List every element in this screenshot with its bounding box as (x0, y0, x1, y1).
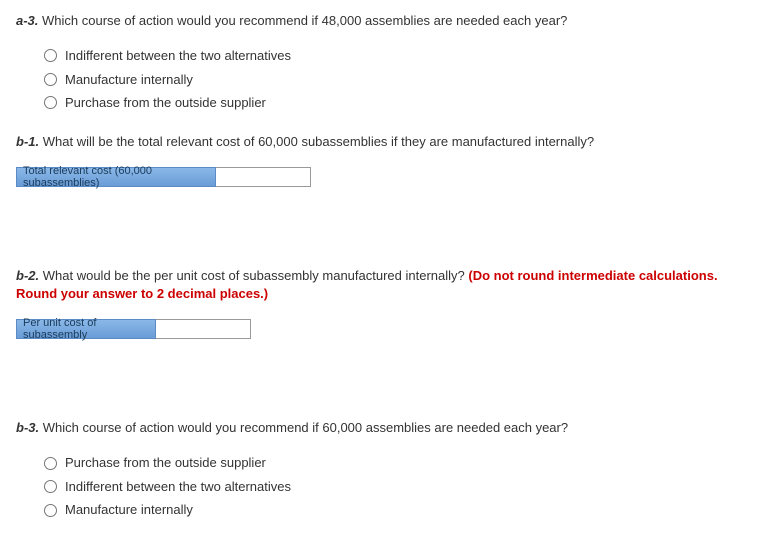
radio-option[interactable]: Purchase from the outside supplier (44, 453, 752, 473)
question-b3-prompt: b-3. Which course of action would you re… (16, 419, 752, 437)
question-b1-text: What will be the total relevant cost of … (43, 134, 594, 149)
radio-b3-0[interactable] (44, 457, 57, 470)
question-b3: b-3. Which course of action would you re… (16, 419, 752, 520)
question-b3-options: Purchase from the outside supplier Indif… (16, 453, 752, 520)
question-b2-text: What would be the per unit cost of subas… (43, 268, 469, 283)
question-a3-text: Which course of action would you recomme… (42, 13, 567, 28)
radio-a3-2[interactable] (44, 96, 57, 109)
question-b1-prompt: b-1. What will be the total relevant cos… (16, 133, 752, 151)
answer-row-b2: Per unit cost of subassembly (16, 319, 752, 339)
radio-label: Purchase from the outside supplier (65, 453, 266, 473)
answer-input-b2[interactable] (156, 319, 251, 339)
radio-option[interactable]: Indifferent between the two alternatives (44, 46, 752, 66)
radio-label: Manufacture internally (65, 500, 193, 520)
question-a3-options: Indifferent between the two alternatives… (16, 46, 752, 113)
radio-option[interactable]: Purchase from the outside supplier (44, 93, 752, 113)
radio-b3-2[interactable] (44, 504, 57, 517)
question-a3-prompt: a-3. Which course of action would you re… (16, 12, 752, 30)
radio-label: Indifferent between the two alternatives (65, 477, 291, 497)
radio-option[interactable]: Indifferent between the two alternatives (44, 477, 752, 497)
radio-a3-0[interactable] (44, 49, 57, 62)
radio-b3-1[interactable] (44, 480, 57, 493)
question-b2-id: b-2. (16, 268, 39, 283)
answer-label-b1: Total relevant cost (60,000 subassemblie… (16, 167, 216, 187)
question-b1: b-1. What will be the total relevant cos… (16, 133, 752, 187)
answer-row-b1: Total relevant cost (60,000 subassemblie… (16, 167, 752, 187)
question-b2: b-2. What would be the per unit cost of … (16, 267, 752, 339)
radio-a3-1[interactable] (44, 73, 57, 86)
radio-label: Manufacture internally (65, 70, 193, 90)
question-b1-id: b-1. (16, 134, 39, 149)
question-a3-id: a-3. (16, 13, 38, 28)
question-a3: a-3. Which course of action would you re… (16, 12, 752, 113)
question-b3-id: b-3. (16, 420, 39, 435)
question-b3-text: Which course of action would you recomme… (43, 420, 568, 435)
question-b2-prompt: b-2. What would be the per unit cost of … (16, 267, 752, 303)
answer-label-b2: Per unit cost of subassembly (16, 319, 156, 339)
radio-label: Indifferent between the two alternatives (65, 46, 291, 66)
radio-option[interactable]: Manufacture internally (44, 500, 752, 520)
radio-option[interactable]: Manufacture internally (44, 70, 752, 90)
answer-input-b1[interactable] (216, 167, 311, 187)
radio-label: Purchase from the outside supplier (65, 93, 266, 113)
